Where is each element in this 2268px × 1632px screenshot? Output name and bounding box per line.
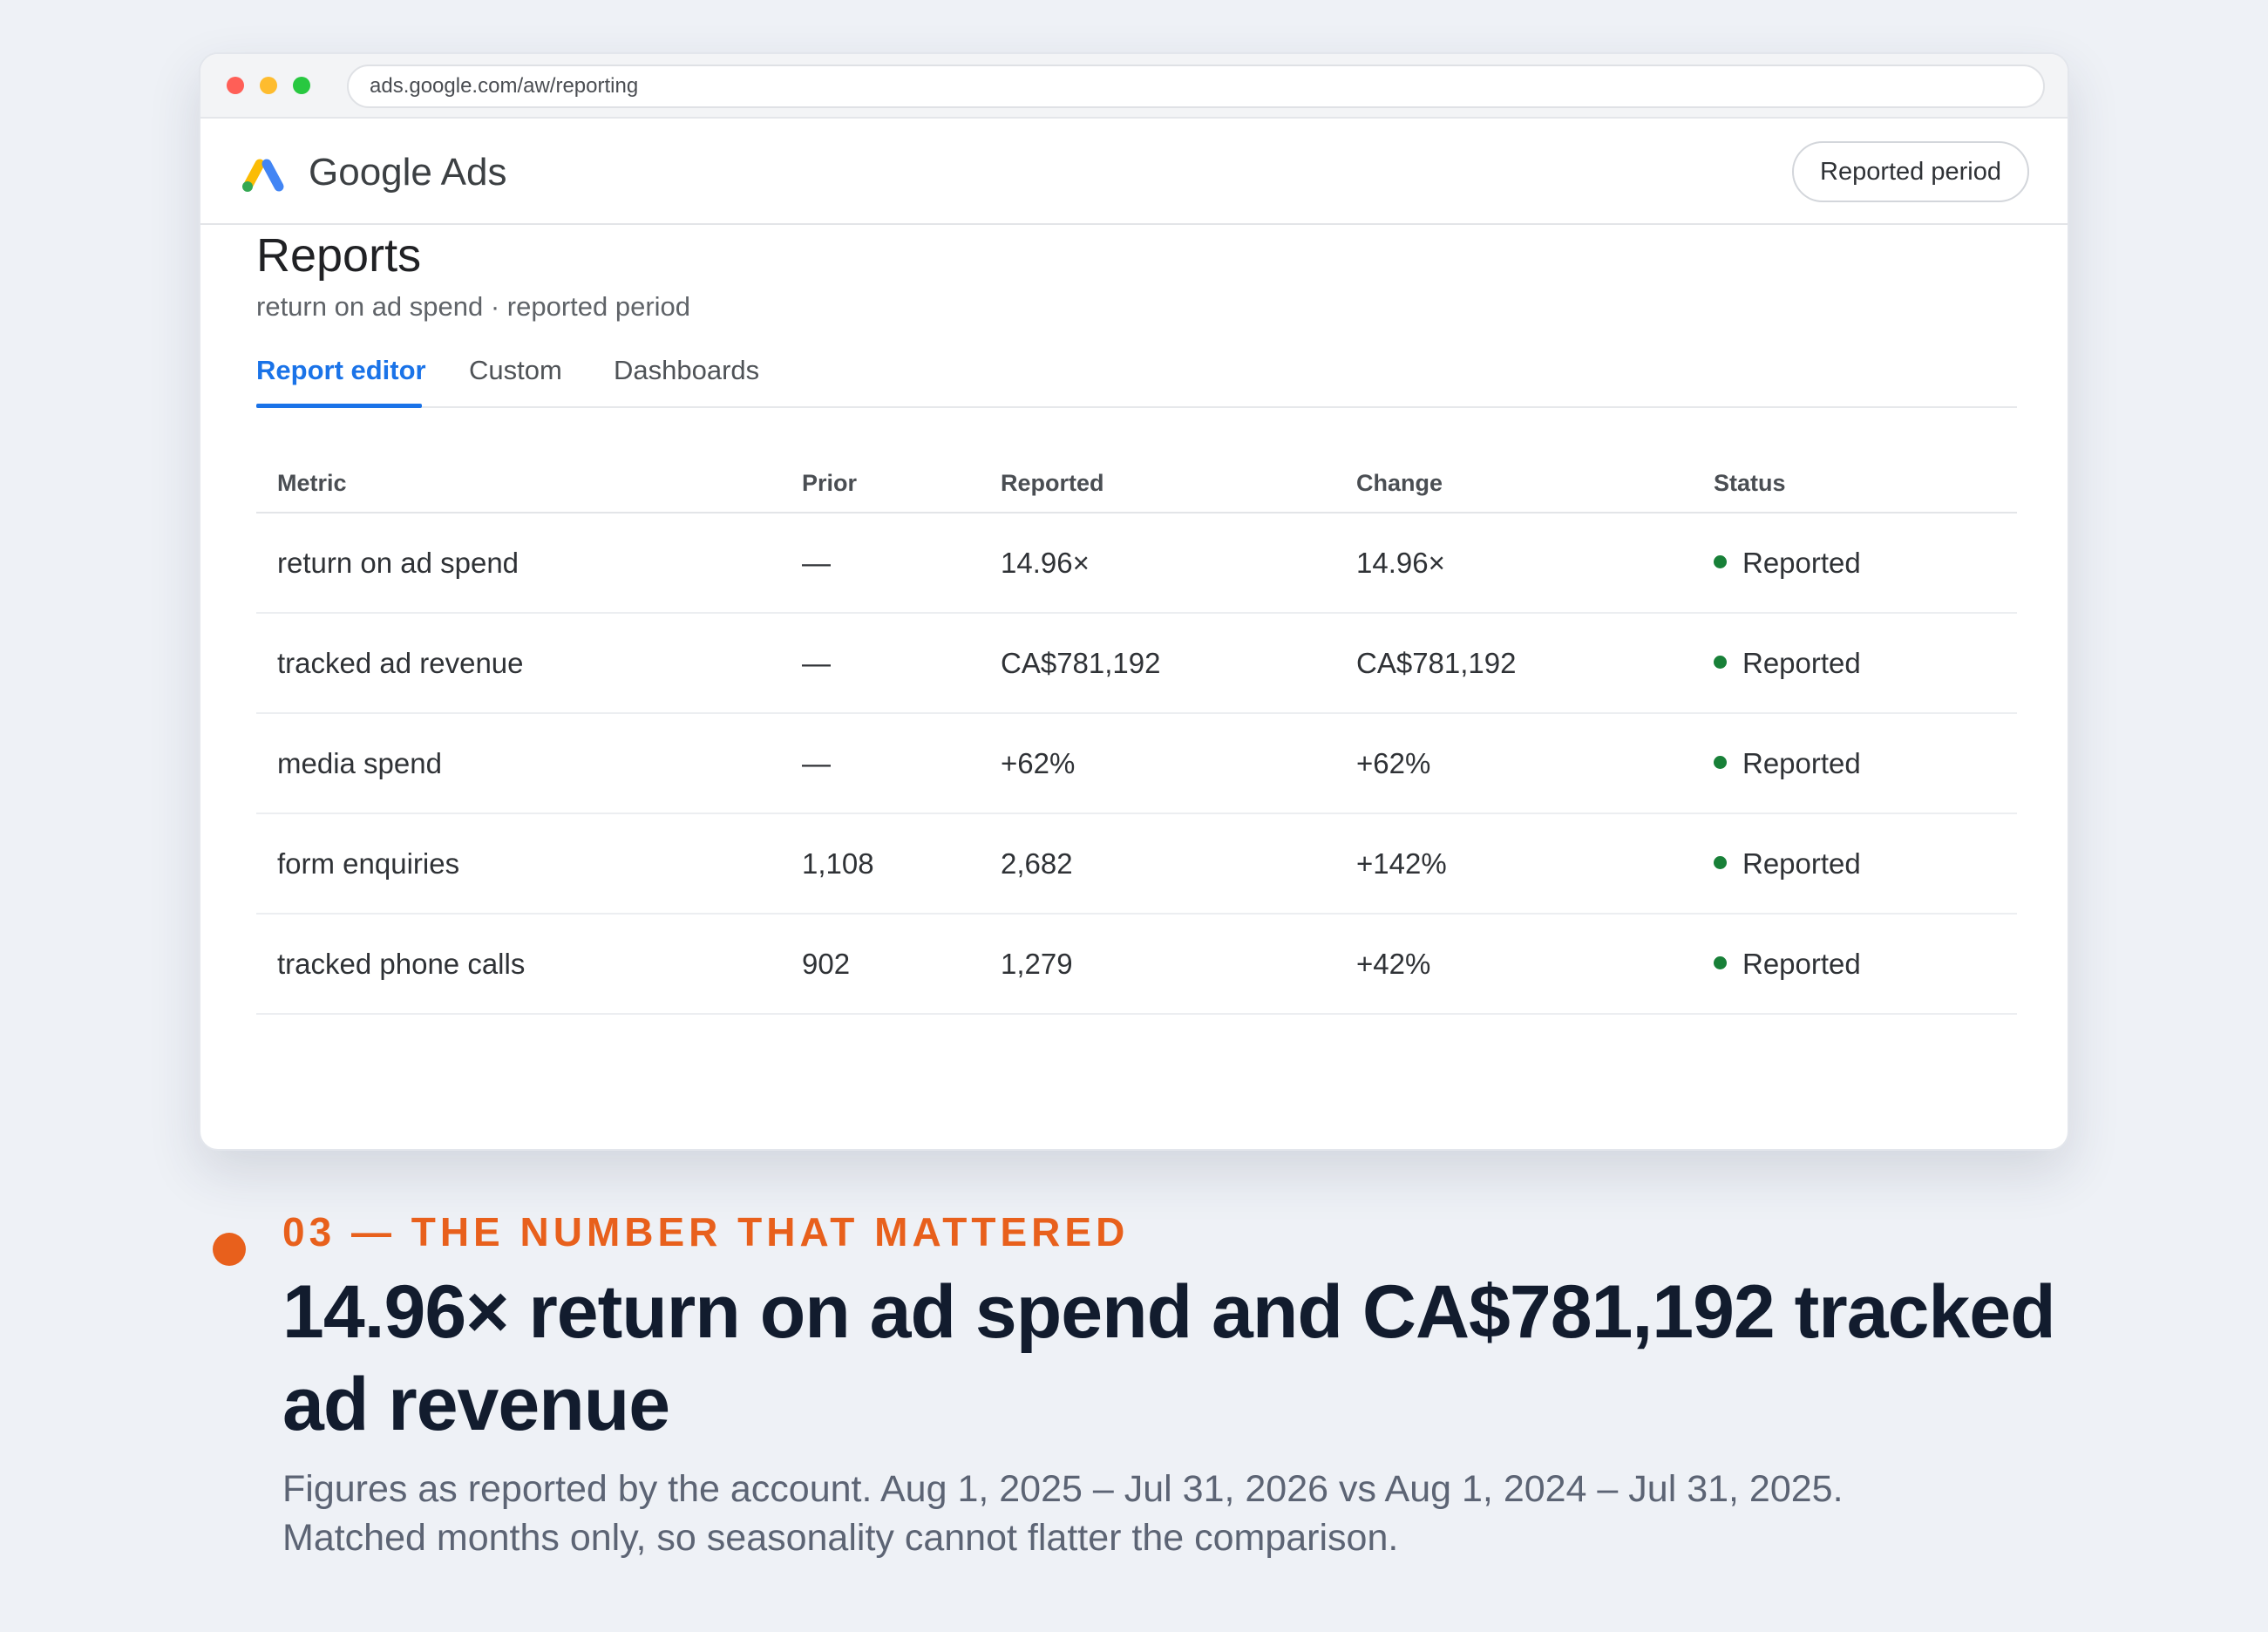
prior-value: 1,108 <box>781 813 980 915</box>
minimize-window-button[interactable] <box>260 77 277 94</box>
browser-chrome: ads.google.com/aw/reporting <box>200 54 2068 119</box>
status-dot-icon <box>1714 656 1727 670</box>
footnote-line: Matched months only, so seasonality cann… <box>282 1517 1399 1559</box>
change-value: +62% <box>1335 713 1693 814</box>
metric-link[interactable]: form enquiries <box>256 813 781 915</box>
table-row: tracked phone calls 902 1,279 +42% Repor… <box>256 914 2017 1015</box>
table-row: form enquiries 1,108 2,682 +142% Reporte… <box>256 813 2017 915</box>
status-dot-icon <box>1714 756 1727 770</box>
footnote: Figures as reported by the account. Aug … <box>282 1465 2113 1562</box>
column-header-change[interactable]: Change <box>1335 455 1693 513</box>
column-header-metric[interactable]: Metric <box>256 455 781 513</box>
table-header-row: Metric Prior Reported Change Status <box>256 455 2017 513</box>
status-label: Reported <box>1742 746 1861 779</box>
browser-window: ads.google.com/aw/reporting Google Ads R… <box>199 52 2069 1151</box>
change-value: +142% <box>1335 813 1693 915</box>
reported-period-button[interactable]: Reported period <box>1792 141 2029 202</box>
status-label: Reported <box>1742 847 1861 880</box>
reported-value: 2,682 <box>980 813 1335 915</box>
change-value: 14.96× <box>1335 513 1693 614</box>
status-dot-icon <box>1714 555 1727 569</box>
report-tabs: Report editor Custom Dashboards <box>256 350 2017 408</box>
status-dot-icon <box>1714 856 1727 870</box>
change-value: +42% <box>1335 914 1693 1015</box>
google-ads-logo-icon <box>242 159 284 192</box>
table-row: return on ad spend — 14.96× 14.96× Repor… <box>256 513 2017 614</box>
table-row: tracked ad revenue — CA$781,192 CA$781,1… <box>256 613 2017 714</box>
table-row: media spend — +62% +62% Reported <box>256 713 2017 814</box>
reported-value: +62% <box>980 713 1335 814</box>
status-cell: Reported <box>1693 513 2017 614</box>
status-cell: Reported <box>1693 813 2017 915</box>
reported-value: 14.96× <box>980 513 1335 614</box>
status-cell: Reported <box>1693 713 2017 814</box>
change-value: CA$781,192 <box>1335 613 1693 714</box>
footnote-line: Figures as reported by the account. Aug … <box>282 1468 1844 1510</box>
app-header: Google Ads Reported period <box>200 119 2068 225</box>
tab-report-editor[interactable]: Report editor <box>256 355 426 385</box>
status-dot-icon <box>1714 956 1727 970</box>
prior-value: — <box>781 713 980 814</box>
status-cell: Reported <box>1693 914 2017 1015</box>
prior-value: 902 <box>781 914 980 1015</box>
column-header-reported[interactable]: Reported <box>980 455 1335 513</box>
reports-content: Reports return on ad spend · reported pe… <box>256 225 2017 1015</box>
metric-link[interactable]: return on ad spend <box>256 513 781 614</box>
page-subtitle: return on ad spend · reported period <box>256 291 691 322</box>
section-eyebrow: 03 — THE NUMBER THAT MATTERED <box>282 1209 1130 1255</box>
app-title: Google Ads <box>309 151 507 194</box>
metric-link[interactable]: tracked ad revenue <box>256 613 781 714</box>
status-label: Reported <box>1742 947 1861 980</box>
maximize-window-button[interactable] <box>293 77 310 94</box>
bullet-dot-icon <box>213 1233 246 1266</box>
close-window-button[interactable] <box>227 77 244 94</box>
tab-custom[interactable]: Custom <box>469 355 562 385</box>
prior-value: — <box>781 613 980 714</box>
status-cell: Reported <box>1693 613 2017 714</box>
status-label: Reported <box>1742 646 1861 679</box>
report-table: Metric Prior Reported Change Status retu… <box>256 455 2017 1015</box>
reported-value: CA$781,192 <box>980 613 1335 714</box>
tab-dashboards[interactable]: Dashboards <box>614 355 760 385</box>
reported-value: 1,279 <box>980 914 1335 1015</box>
headline: 14.96× return on ad spend and CA$781,192… <box>282 1270 2056 1446</box>
page-title: Reports <box>256 229 422 282</box>
metric-link[interactable]: media spend <box>256 713 781 814</box>
address-bar[interactable]: ads.google.com/aw/reporting <box>347 65 2045 108</box>
metric-link[interactable]: tracked phone calls <box>256 914 781 1015</box>
active-tab-indicator <box>256 404 422 408</box>
status-label: Reported <box>1742 546 1861 579</box>
prior-value: — <box>781 513 980 614</box>
column-header-status[interactable]: Status <box>1693 455 2017 513</box>
column-header-prior[interactable]: Prior <box>781 455 980 513</box>
